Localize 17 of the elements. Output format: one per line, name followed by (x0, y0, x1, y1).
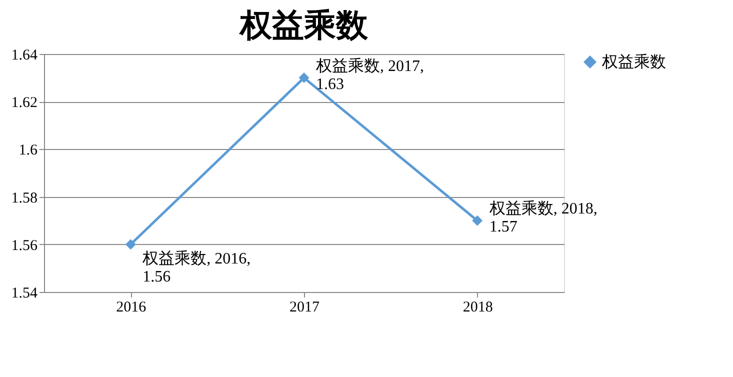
point (125, 239, 136, 250)
y-tick-label: 1.58 (11, 190, 38, 206)
data-label: 权益乘数, 2016, 1.56 (142, 249, 251, 286)
y-tick-label: 1.64 (11, 48, 38, 64)
y-tick-label: 1.56 (11, 238, 38, 254)
legend-label: 权益乘数 (601, 53, 666, 71)
point (472, 215, 483, 226)
data-label: 权益乘数, 2017, 1.63 (315, 56, 424, 93)
point (298, 72, 310, 84)
y-tick-label: 1.6 (18, 142, 38, 159)
x-tick-label: 2016 (116, 300, 147, 316)
y-tick-label: 1.62 (11, 95, 38, 112)
y-tick-label: 1.54 (11, 286, 38, 302)
data-label: 权益乘数, 2018, 1.57 (488, 200, 598, 236)
chart-title: 权益乘数 (238, 7, 369, 43)
x-tick-label: 2018 (462, 300, 493, 316)
x-tick-label: 2017 (290, 300, 320, 316)
